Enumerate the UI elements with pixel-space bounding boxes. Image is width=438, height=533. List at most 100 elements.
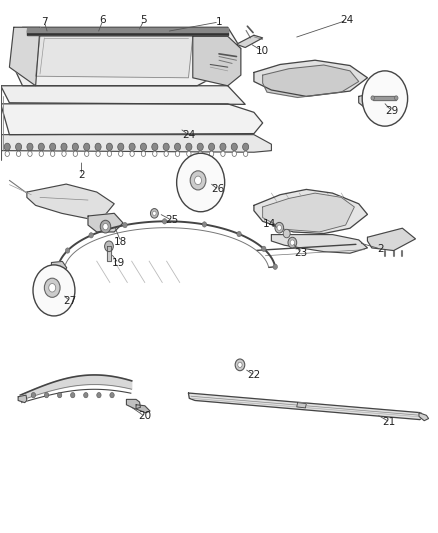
Polygon shape <box>193 36 241 86</box>
Text: 21: 21 <box>383 417 396 427</box>
Polygon shape <box>1 104 263 135</box>
Polygon shape <box>88 213 123 232</box>
Polygon shape <box>10 27 40 86</box>
Circle shape <box>290 240 294 245</box>
Circle shape <box>28 151 32 157</box>
Circle shape <box>130 151 134 157</box>
Polygon shape <box>18 395 27 402</box>
Circle shape <box>5 151 10 157</box>
Polygon shape <box>297 402 306 408</box>
Polygon shape <box>367 228 416 251</box>
Text: 5: 5 <box>141 15 147 26</box>
Polygon shape <box>20 375 132 400</box>
Circle shape <box>61 143 67 151</box>
Polygon shape <box>263 193 354 232</box>
Text: 18: 18 <box>114 237 127 247</box>
Circle shape <box>89 233 93 238</box>
Text: 2: 2 <box>78 170 85 180</box>
Circle shape <box>65 248 70 253</box>
Polygon shape <box>373 96 396 100</box>
Text: 1: 1 <box>215 17 223 27</box>
Circle shape <box>57 392 62 398</box>
Text: 27: 27 <box>63 296 76 306</box>
Text: 24: 24 <box>182 130 195 140</box>
Text: 29: 29 <box>385 106 398 116</box>
Circle shape <box>44 392 49 398</box>
Circle shape <box>49 143 56 151</box>
Circle shape <box>129 143 135 151</box>
Circle shape <box>39 151 43 157</box>
Text: 22: 22 <box>247 370 261 380</box>
Circle shape <box>283 229 290 238</box>
Circle shape <box>106 143 113 151</box>
Circle shape <box>84 143 90 151</box>
Circle shape <box>186 143 192 151</box>
Circle shape <box>163 143 169 151</box>
Circle shape <box>31 392 35 398</box>
Circle shape <box>232 151 237 157</box>
Circle shape <box>141 151 146 157</box>
Circle shape <box>85 151 89 157</box>
Circle shape <box>105 241 113 252</box>
Text: 26: 26 <box>212 184 225 195</box>
Circle shape <box>103 223 108 230</box>
Polygon shape <box>51 262 67 273</box>
Circle shape <box>49 284 56 292</box>
Circle shape <box>107 151 112 157</box>
Circle shape <box>187 151 191 157</box>
Text: 10: 10 <box>256 46 269 56</box>
Polygon shape <box>272 235 367 253</box>
Text: 20: 20 <box>138 411 152 422</box>
Polygon shape <box>359 91 394 112</box>
Polygon shape <box>27 184 114 219</box>
Circle shape <box>44 278 60 297</box>
Text: 2: 2 <box>377 244 384 254</box>
Circle shape <box>197 143 203 151</box>
Circle shape <box>152 151 157 157</box>
Circle shape <box>371 96 374 100</box>
Polygon shape <box>127 399 141 409</box>
Text: 19: 19 <box>112 259 125 268</box>
Circle shape <box>198 151 202 157</box>
Polygon shape <box>1 86 245 104</box>
Text: 14: 14 <box>263 219 276 229</box>
Circle shape <box>96 151 100 157</box>
Circle shape <box>220 143 226 151</box>
Circle shape <box>84 392 88 398</box>
Text: 7: 7 <box>41 17 48 27</box>
Circle shape <box>235 359 245 370</box>
Text: 23: 23 <box>294 248 308 257</box>
Circle shape <box>395 96 398 100</box>
Text: 25: 25 <box>165 215 178 225</box>
Polygon shape <box>188 393 424 419</box>
Circle shape <box>33 265 75 316</box>
Polygon shape <box>263 65 359 98</box>
Circle shape <box>62 151 66 157</box>
Circle shape <box>141 143 147 151</box>
Circle shape <box>97 392 101 398</box>
Circle shape <box>50 151 55 157</box>
Text: 6: 6 <box>99 15 106 26</box>
Circle shape <box>221 151 225 157</box>
Circle shape <box>261 246 266 252</box>
Circle shape <box>123 222 127 228</box>
Polygon shape <box>27 28 228 31</box>
Text: 24: 24 <box>340 15 353 26</box>
Circle shape <box>209 151 214 157</box>
Circle shape <box>27 143 33 151</box>
Circle shape <box>275 222 284 233</box>
Polygon shape <box>14 27 241 86</box>
Circle shape <box>110 392 114 398</box>
Circle shape <box>237 231 241 237</box>
Polygon shape <box>419 413 428 421</box>
Circle shape <box>71 392 75 398</box>
Polygon shape <box>254 60 367 96</box>
Polygon shape <box>1 135 272 152</box>
Circle shape <box>243 143 249 151</box>
Circle shape <box>174 143 180 151</box>
Circle shape <box>119 151 123 157</box>
Polygon shape <box>107 246 111 261</box>
Circle shape <box>73 151 78 157</box>
Circle shape <box>118 143 124 151</box>
Circle shape <box>162 219 167 224</box>
